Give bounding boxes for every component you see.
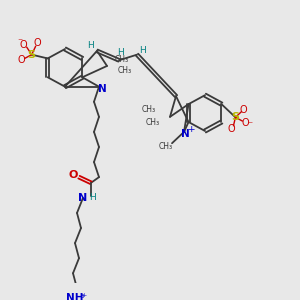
Text: NH: NH bbox=[66, 293, 84, 300]
Text: ⁻: ⁻ bbox=[17, 38, 22, 47]
Text: O: O bbox=[240, 105, 247, 115]
Text: O: O bbox=[18, 55, 26, 65]
Text: N: N bbox=[98, 84, 106, 94]
Text: O: O bbox=[34, 38, 41, 48]
Text: S: S bbox=[232, 112, 239, 122]
Text: CH₃: CH₃ bbox=[146, 118, 160, 127]
Text: O: O bbox=[242, 118, 249, 128]
Text: CH₃: CH₃ bbox=[118, 66, 132, 75]
Text: S: S bbox=[28, 50, 36, 60]
Text: CH₃: CH₃ bbox=[115, 55, 129, 64]
Text: ⁺: ⁺ bbox=[81, 293, 87, 300]
Text: CH₃: CH₃ bbox=[142, 105, 156, 114]
Text: ⁻: ⁻ bbox=[247, 120, 252, 130]
Text: H: H bbox=[88, 41, 94, 50]
Text: O: O bbox=[228, 124, 235, 134]
Text: N: N bbox=[181, 129, 189, 139]
Text: H: H bbox=[140, 46, 146, 56]
Text: O: O bbox=[20, 40, 28, 50]
Text: N: N bbox=[78, 193, 88, 203]
Text: +: + bbox=[187, 124, 195, 134]
Text: H: H bbox=[90, 194, 96, 202]
Text: CH₃: CH₃ bbox=[159, 142, 173, 152]
Text: ₃: ₃ bbox=[80, 291, 84, 300]
Text: H: H bbox=[118, 48, 124, 57]
Text: O: O bbox=[68, 170, 78, 180]
